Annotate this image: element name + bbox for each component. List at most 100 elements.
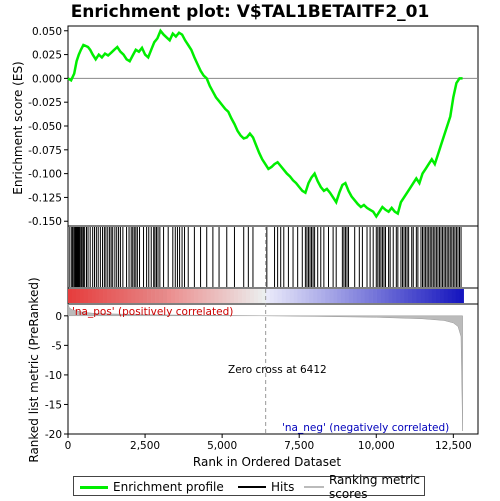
colour-bar-segment <box>353 289 357 303</box>
colour-bar-segment <box>147 289 151 303</box>
colour-bar-segment <box>385 289 389 303</box>
colour-bar-segment <box>151 289 155 303</box>
es-y-tick-label: 0.000 <box>32 73 62 85</box>
es-y-tick-label: -0.050 <box>28 121 62 133</box>
colour-bar-segment <box>321 289 325 303</box>
colour-bar-segment <box>444 289 448 303</box>
pos-correlated-label: 'na_pos' (positively correlated) <box>72 306 233 318</box>
colour-bar-segment <box>408 289 412 303</box>
colour-bar-segment <box>250 289 254 303</box>
colour-bar-segment <box>392 289 396 303</box>
colour-bar-segment <box>135 289 139 303</box>
colour-bar-segment <box>416 289 420 303</box>
colour-bar-segment <box>341 289 345 303</box>
es-y-tick-label: -0.075 <box>28 145 62 157</box>
colour-bar-segment <box>88 289 92 303</box>
colour-bar-segment <box>238 289 242 303</box>
colour-bar-segment <box>305 289 309 303</box>
colour-bar-segment <box>226 289 230 303</box>
colour-bar-segment <box>100 289 104 303</box>
colour-bar-segment <box>369 289 373 303</box>
es-y-tick-label: -0.100 <box>28 169 62 181</box>
chart-title: Enrichment plot: V$TAL1BETAITF2_01 <box>71 2 430 22</box>
colour-bar-segment <box>424 289 428 303</box>
legend-label-enrichment: Enrichment profile <box>113 480 224 494</box>
colour-bar-segment <box>333 289 337 303</box>
colour-bar-segment <box>274 289 278 303</box>
es-y-tick-label: 0.025 <box>32 50 62 62</box>
neg-correlated-label: 'na_neg' (negatively correlated) <box>282 422 449 434</box>
es-y-tick-label: 0.050 <box>32 26 62 38</box>
es-y-ticks: 0.050 0.025 0.000 -0.025 -0.050 -0.075 -0.100 -… <box>28 26 68 228</box>
colour-bar-segment <box>187 289 191 303</box>
colour-bar-segment <box>131 289 135 303</box>
colour-bar-segment <box>361 289 365 303</box>
colour-bar-segment <box>412 289 416 303</box>
colour-bar-segment <box>80 289 84 303</box>
colour-bar-segment <box>313 289 317 303</box>
colour-bar-segment <box>428 289 432 303</box>
rank-x-tick-label: 12,500 <box>435 440 472 452</box>
colour-bar-segment <box>309 289 313 303</box>
colour-bar-segment <box>222 289 226 303</box>
legend-label-metric: Ranking metric scores <box>329 473 424 501</box>
es-axis-label: Enrichment score (ES) <box>11 61 25 194</box>
colour-bar-segment <box>266 289 270 303</box>
colour-bar-segment <box>357 289 361 303</box>
legend-item-enrichment: Enrichment profile <box>80 479 224 495</box>
legend-label-hits: Hits <box>271 480 294 494</box>
colour-bar-segment <box>179 289 183 303</box>
rank-x-tick-label: 2,500 <box>130 440 160 452</box>
colour-bar-segment <box>452 289 456 303</box>
colour-bar-segment <box>436 289 440 303</box>
colour-bar-segment <box>365 289 369 303</box>
legend-swatch-hits <box>238 486 266 488</box>
legend-swatch-metric <box>304 486 324 488</box>
colour-bar-segment <box>171 289 175 303</box>
colour-bar-segment <box>104 289 108 303</box>
colour-bar-segment <box>329 289 333 303</box>
colour-bar-segment <box>317 289 321 303</box>
colour-bar-segment <box>432 289 436 303</box>
colour-bar-segment <box>96 289 100 303</box>
colour-bar-segment <box>381 289 385 303</box>
colour-bar-segment <box>139 289 143 303</box>
colour-bar-segment <box>440 289 444 303</box>
rank-x-tick-label: 7,500 <box>284 440 314 452</box>
colour-bar-segment <box>377 289 381 303</box>
colour-bar-segment <box>123 289 127 303</box>
colour-bar-segment <box>92 289 96 303</box>
colour-bar-segment <box>420 289 424 303</box>
legend-item-metric: Ranking metric scores <box>304 479 424 495</box>
metric-y-tick-label: -10 <box>45 370 62 382</box>
colour-bar-segment <box>127 289 131 303</box>
colour-bar-segment <box>301 289 305 303</box>
colour-bar-segment <box>404 289 408 303</box>
colour-bar-segment <box>210 289 214 303</box>
metric-y-tick-label: -15 <box>45 399 62 411</box>
legend-swatch-enrichment <box>80 486 108 489</box>
zero-cross-label: Zero cross at 6412 <box>228 364 327 376</box>
metric-axis-label: Ranked list metric (PreRanked) <box>27 277 41 462</box>
colour-bar-segment <box>155 289 159 303</box>
colour-bar-segment <box>191 289 195 303</box>
colour-bar-segment <box>270 289 274 303</box>
rank-x-tick-label: 0 <box>65 440 72 452</box>
metric-y-tick-label: -20 <box>45 429 62 441</box>
colour-bar-segment <box>337 289 341 303</box>
rank-x-ticks: 0 2,500 5,000 7,500 10,000 12,500 <box>65 434 472 452</box>
es-y-tick-label: -0.150 <box>28 216 62 228</box>
es-y-tick-label: -0.025 <box>28 97 62 109</box>
colour-bar-segment <box>115 289 119 303</box>
metric-y-tick-label: 0 <box>55 311 62 323</box>
colour-bar-segment <box>448 289 452 303</box>
colour-bar-segment <box>112 289 116 303</box>
es-y-tick-label: -0.125 <box>28 192 62 204</box>
metric-y-tick-label: -5 <box>52 340 62 352</box>
colour-bar-segment <box>183 289 187 303</box>
colour-bar-segment <box>218 289 222 303</box>
colour-bar-segment <box>325 289 329 303</box>
colour-bar-segment <box>167 289 171 303</box>
colour-bar-segment <box>460 289 464 303</box>
